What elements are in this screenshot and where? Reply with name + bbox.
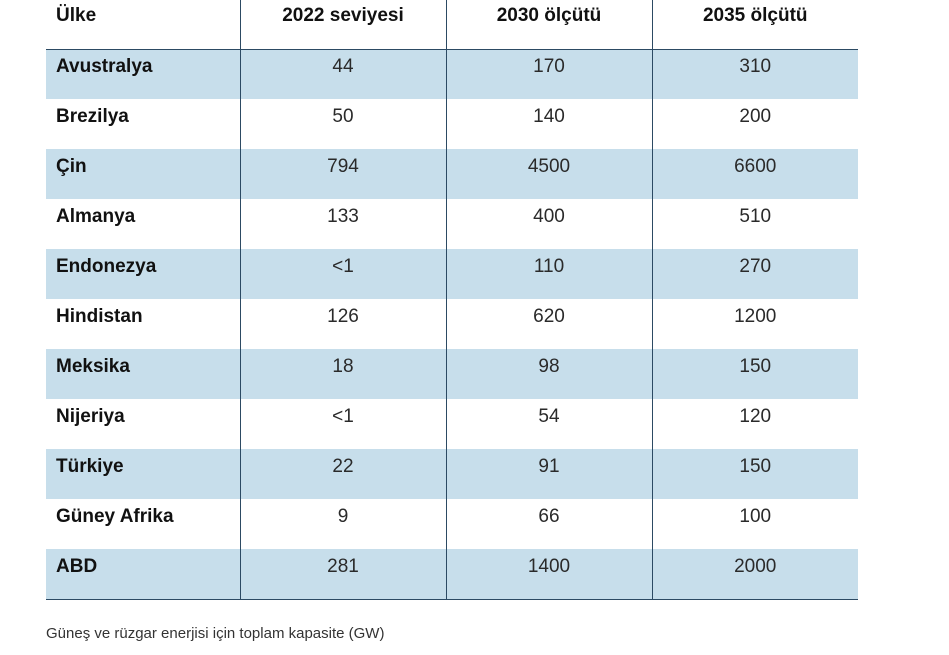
- table-row: Meksika 18 98 150: [46, 349, 858, 399]
- country-cell: Avustralya: [46, 49, 240, 99]
- table-row: Nijeriya <1 54 120: [46, 399, 858, 449]
- table-row: Çin 794 4500 6600: [46, 149, 858, 199]
- column-header-country: Ülke: [46, 0, 240, 50]
- value-cell-2022: 50: [239, 99, 446, 149]
- country-cell: Almanya: [56, 206, 136, 227]
- value-cell-2022: 133: [239, 199, 446, 249]
- value-cell-2022: 9: [239, 499, 446, 549]
- country-cell: Çin: [46, 149, 240, 199]
- value-cell-2035: 100: [651, 499, 858, 549]
- value-cell-2022: 794: [239, 149, 446, 199]
- value-cell-2030: 98: [445, 349, 652, 399]
- column-header-2030: 2030 ölçütü: [445, 0, 652, 50]
- value-cell-2030: 66: [445, 499, 652, 549]
- country-cell: ABD: [46, 549, 240, 600]
- country-cell: Hindistan: [56, 306, 143, 327]
- table-row: ABD 281 1400 2000: [46, 549, 858, 600]
- value-cell-2022: 126: [239, 299, 446, 349]
- country-cell: Nijeriya: [56, 406, 125, 427]
- value-cell-2022: 22: [239, 449, 446, 499]
- column-header-2022: 2022 seviyesi: [239, 0, 446, 50]
- value-cell-2035: 270: [651, 249, 858, 299]
- table-caption: Güneş ve rüzgar enerjisi için toplam kap…: [46, 625, 385, 642]
- value-cell-2030: 620: [445, 299, 652, 349]
- value-cell-2030: 140: [445, 99, 652, 149]
- country-cell: Endonezya: [46, 249, 240, 299]
- value-cell-2030: 54: [445, 399, 652, 449]
- value-cell-2035: 510: [651, 199, 858, 249]
- value-cell-2035: 200: [651, 99, 858, 149]
- table-row: Brezilya 50 140 200: [46, 99, 858, 149]
- country-cell: Brezilya: [56, 106, 129, 127]
- value-cell-2022: 44: [239, 49, 446, 99]
- country-cell: Türkiye: [46, 449, 240, 499]
- value-cell-2030: 91: [445, 449, 652, 499]
- column-header-2035: 2035 ölçütü: [651, 0, 858, 50]
- table-row: Güney Afrika 9 66 100: [46, 499, 858, 549]
- value-cell-2022: <1: [239, 399, 446, 449]
- table-row: Türkiye 22 91 150: [46, 449, 858, 499]
- table-row: Avustralya 44 170 310: [46, 49, 858, 99]
- table-header: Ülke 2022 seviyesi 2030 ölçütü 2035 ölçü…: [46, 0, 858, 50]
- value-cell-2030: 110: [445, 249, 652, 299]
- value-cell-2035: 150: [651, 349, 858, 399]
- value-cell-2030: 400: [445, 199, 652, 249]
- table-body: Avustralya 44 170 310 Brezilya 50 140 200 Çin 794…: [46, 49, 858, 600]
- table-row: Hindistan 126 620 1200: [46, 299, 858, 349]
- value-cell-2030: 4500: [445, 149, 652, 199]
- value-cell-2035: 2000: [651, 549, 858, 600]
- table-row: Endonezya <1 110 270: [46, 249, 858, 299]
- value-cell-2022: 18: [239, 349, 446, 399]
- value-cell-2030: 170: [445, 49, 652, 99]
- header-row: Ülke 2022 seviyesi 2030 ölçütü 2035 ölçü…: [46, 0, 858, 50]
- value-cell-2035: 120: [651, 399, 858, 449]
- table-row: Almanya 133 400 510: [46, 199, 858, 249]
- value-cell-2022: <1: [239, 249, 446, 299]
- country-cell: Meksika: [46, 349, 240, 399]
- value-cell-2035: 1200: [651, 299, 858, 349]
- value-cell-2022: 281: [239, 549, 446, 600]
- value-cell-2030: 1400: [445, 549, 652, 600]
- capacity-table: Ülke 2022 seviyesi 2030 ölçütü 2035 ölçü…: [46, 0, 858, 600]
- value-cell-2035: 6600: [651, 149, 858, 199]
- value-cell-2035: 150: [651, 449, 858, 499]
- value-cell-2035: 310: [651, 49, 858, 99]
- country-cell: Güney Afrika: [56, 506, 174, 527]
